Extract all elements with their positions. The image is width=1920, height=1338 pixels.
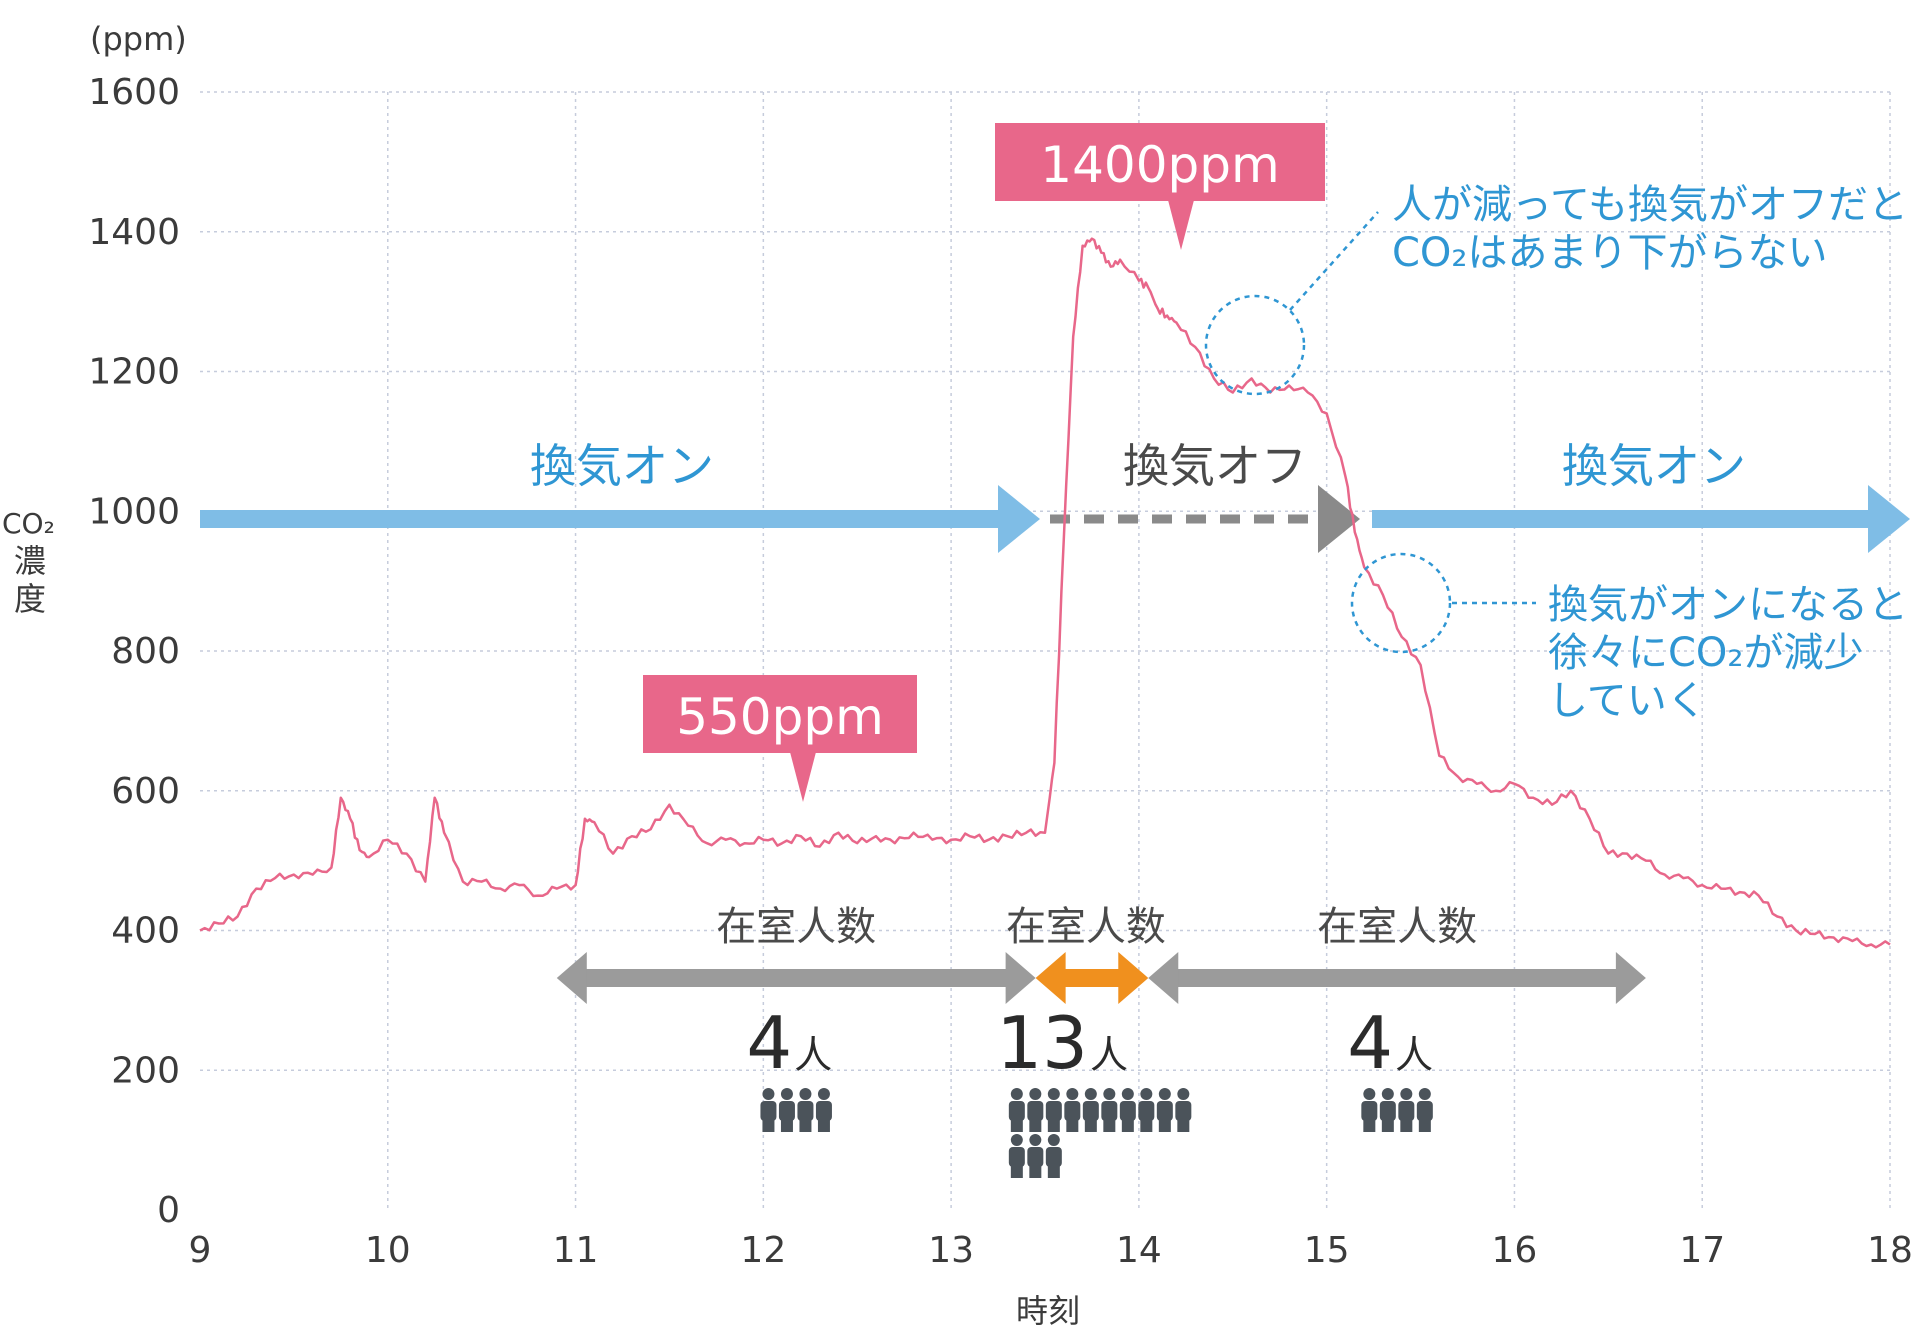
y-tick-label: 0 <box>157 1190 180 1231</box>
person-icon <box>1379 1088 1396 1132</box>
occupancy-segment: 在室人数 4 人 <box>1148 904 1646 1132</box>
x-tick-label: 14 <box>1116 1230 1162 1271</box>
y-tick-label: 200 <box>111 1050 180 1091</box>
y-tick-label: 600 <box>111 771 180 812</box>
occupancy-arrowhead-left <box>1148 952 1179 1004</box>
x-tick-label: 10 <box>365 1230 411 1271</box>
note-top-leader <box>1289 211 1379 311</box>
person-icon <box>1045 1134 1062 1178</box>
person-icon <box>1027 1088 1044 1132</box>
base-callout: 550ppm <box>643 675 917 802</box>
person-icon <box>815 1088 832 1132</box>
occupancy-segment: 在室人数 13 人 <box>996 904 1192 1178</box>
occupancy-arrowhead-right <box>1118 952 1149 1004</box>
note-top-line2: CO₂はあまり下がらない <box>1392 230 1827 276</box>
occupancy-unit: 人 <box>1090 1033 1128 1077</box>
note-bottom-line1: 換気がオンになると <box>1548 582 1908 628</box>
person-icon <box>1064 1088 1081 1132</box>
occupancy-arrow-bar <box>1174 969 1620 987</box>
occupancy-unit: 人 <box>1395 1033 1433 1077</box>
person-icon <box>1416 1088 1433 1132</box>
x-tick-label: 11 <box>553 1230 599 1271</box>
peak-callout-text: 1400ppm <box>1040 136 1279 194</box>
x-tick-label: 15 <box>1304 1230 1350 1271</box>
occupancy-count: 4 <box>1347 1001 1393 1085</box>
co2-series-line <box>199 237 1891 949</box>
person-icon <box>1361 1088 1378 1132</box>
note-top-circle <box>1204 294 1306 396</box>
person-icon <box>1045 1088 1062 1132</box>
y-axis-label-char1: 濃 <box>14 542 46 580</box>
x-tick-label: 16 <box>1492 1230 1538 1271</box>
vent-on-left-label: 換気オン <box>530 439 714 493</box>
base-callout-pointer <box>790 752 816 802</box>
person-icon <box>1008 1088 1025 1132</box>
note-bottom: 換気がオンになると 徐々にCO₂が減少 していく <box>1350 552 1908 724</box>
y-axis-label-char2: 度 <box>14 580 46 618</box>
occupancy-label: 在室人数 <box>716 904 876 950</box>
note-top: 人が減っても換気がオフだと CO₂はあまり下がらない <box>1204 182 1908 396</box>
x-tick-label: 17 <box>1679 1230 1725 1271</box>
vent-off-label: 換気オフ <box>1123 439 1307 493</box>
person-icon <box>1027 1134 1044 1178</box>
occupancy-arrowhead-right <box>1615 952 1646 1004</box>
occupancy-label: 在室人数 <box>1317 904 1477 950</box>
peak-callout-box <box>995 123 1325 201</box>
y-unit-label: (ppm) <box>90 20 187 58</box>
vent-off-arrowhead <box>1318 485 1360 553</box>
person-icon <box>1138 1088 1155 1132</box>
person-icon <box>1398 1088 1415 1132</box>
occupancy-count: 4 <box>746 1001 792 1085</box>
vent-on-right-arrowhead <box>1868 485 1910 553</box>
y-tick-label: 1400 <box>88 212 180 253</box>
occupancy-arrow-bar <box>582 969 1010 987</box>
peak-callout: 1400ppm <box>995 123 1325 250</box>
person-icon <box>1082 1088 1099 1132</box>
occupancy-segment: 在室人数 4 人 <box>556 904 1036 1132</box>
x-tick-label: 12 <box>740 1230 786 1271</box>
y-tick-label: 1600 <box>88 72 180 113</box>
occupancy-count: 13 <box>996 1001 1088 1085</box>
occupancy-arrowhead-right <box>1005 952 1036 1004</box>
vent-on-right-label: 換気オン <box>1562 439 1746 493</box>
person-icon <box>1101 1088 1118 1132</box>
ventilation-arrows: 換気オン 換気オフ 換気オン <box>200 439 1910 553</box>
person-icon <box>760 1088 777 1132</box>
y-tick-label: 800 <box>111 631 180 672</box>
y-axis-label-co2: CO₂ <box>2 507 55 540</box>
x-tick-label: 13 <box>928 1230 974 1271</box>
vent-on-left-bar <box>200 510 1000 528</box>
y-tick-label: 400 <box>111 911 180 952</box>
x-tick-label: 18 <box>1867 1230 1913 1271</box>
vent-on-left-arrowhead <box>998 485 1040 553</box>
y-tick-label: 1200 <box>88 352 180 393</box>
base-callout-text: 550ppm <box>676 688 884 746</box>
x-tick-labels: 9 10 11 12 13 14 15 16 17 18 <box>189 1230 1913 1271</box>
occupancy-unit: 人 <box>794 1033 832 1077</box>
person-icon <box>1175 1088 1192 1132</box>
note-bottom-line3: していく <box>1548 678 1707 724</box>
person-icon <box>1008 1134 1025 1178</box>
occupancy-label: 在室人数 <box>1006 904 1166 950</box>
vent-on-right-bar <box>1372 510 1874 528</box>
base-callout-box <box>643 675 917 753</box>
x-tick-label: 9 <box>189 1230 212 1271</box>
note-bottom-line2: 徐々にCO₂が減少 <box>1548 630 1863 676</box>
y-tick-label: 1000 <box>88 491 180 532</box>
peak-callout-pointer <box>1168 200 1194 250</box>
y-tick-labels: 0 200 400 600 800 1000 1200 1400 1600 <box>88 72 180 1231</box>
person-icon <box>1156 1088 1173 1132</box>
x-axis-label: 時刻 <box>1016 1292 1080 1330</box>
occupancy-arrowhead-left <box>556 952 587 1004</box>
person-icon <box>1119 1088 1136 1132</box>
note-top-line1: 人が減っても換気がオフだと <box>1392 182 1908 228</box>
occupancy-arrow-bar <box>1061 969 1123 987</box>
person-icon <box>778 1088 795 1132</box>
note-bottom-circle <box>1350 552 1452 654</box>
occupancy-arrowhead-left <box>1035 952 1066 1004</box>
person-icon <box>797 1088 814 1132</box>
